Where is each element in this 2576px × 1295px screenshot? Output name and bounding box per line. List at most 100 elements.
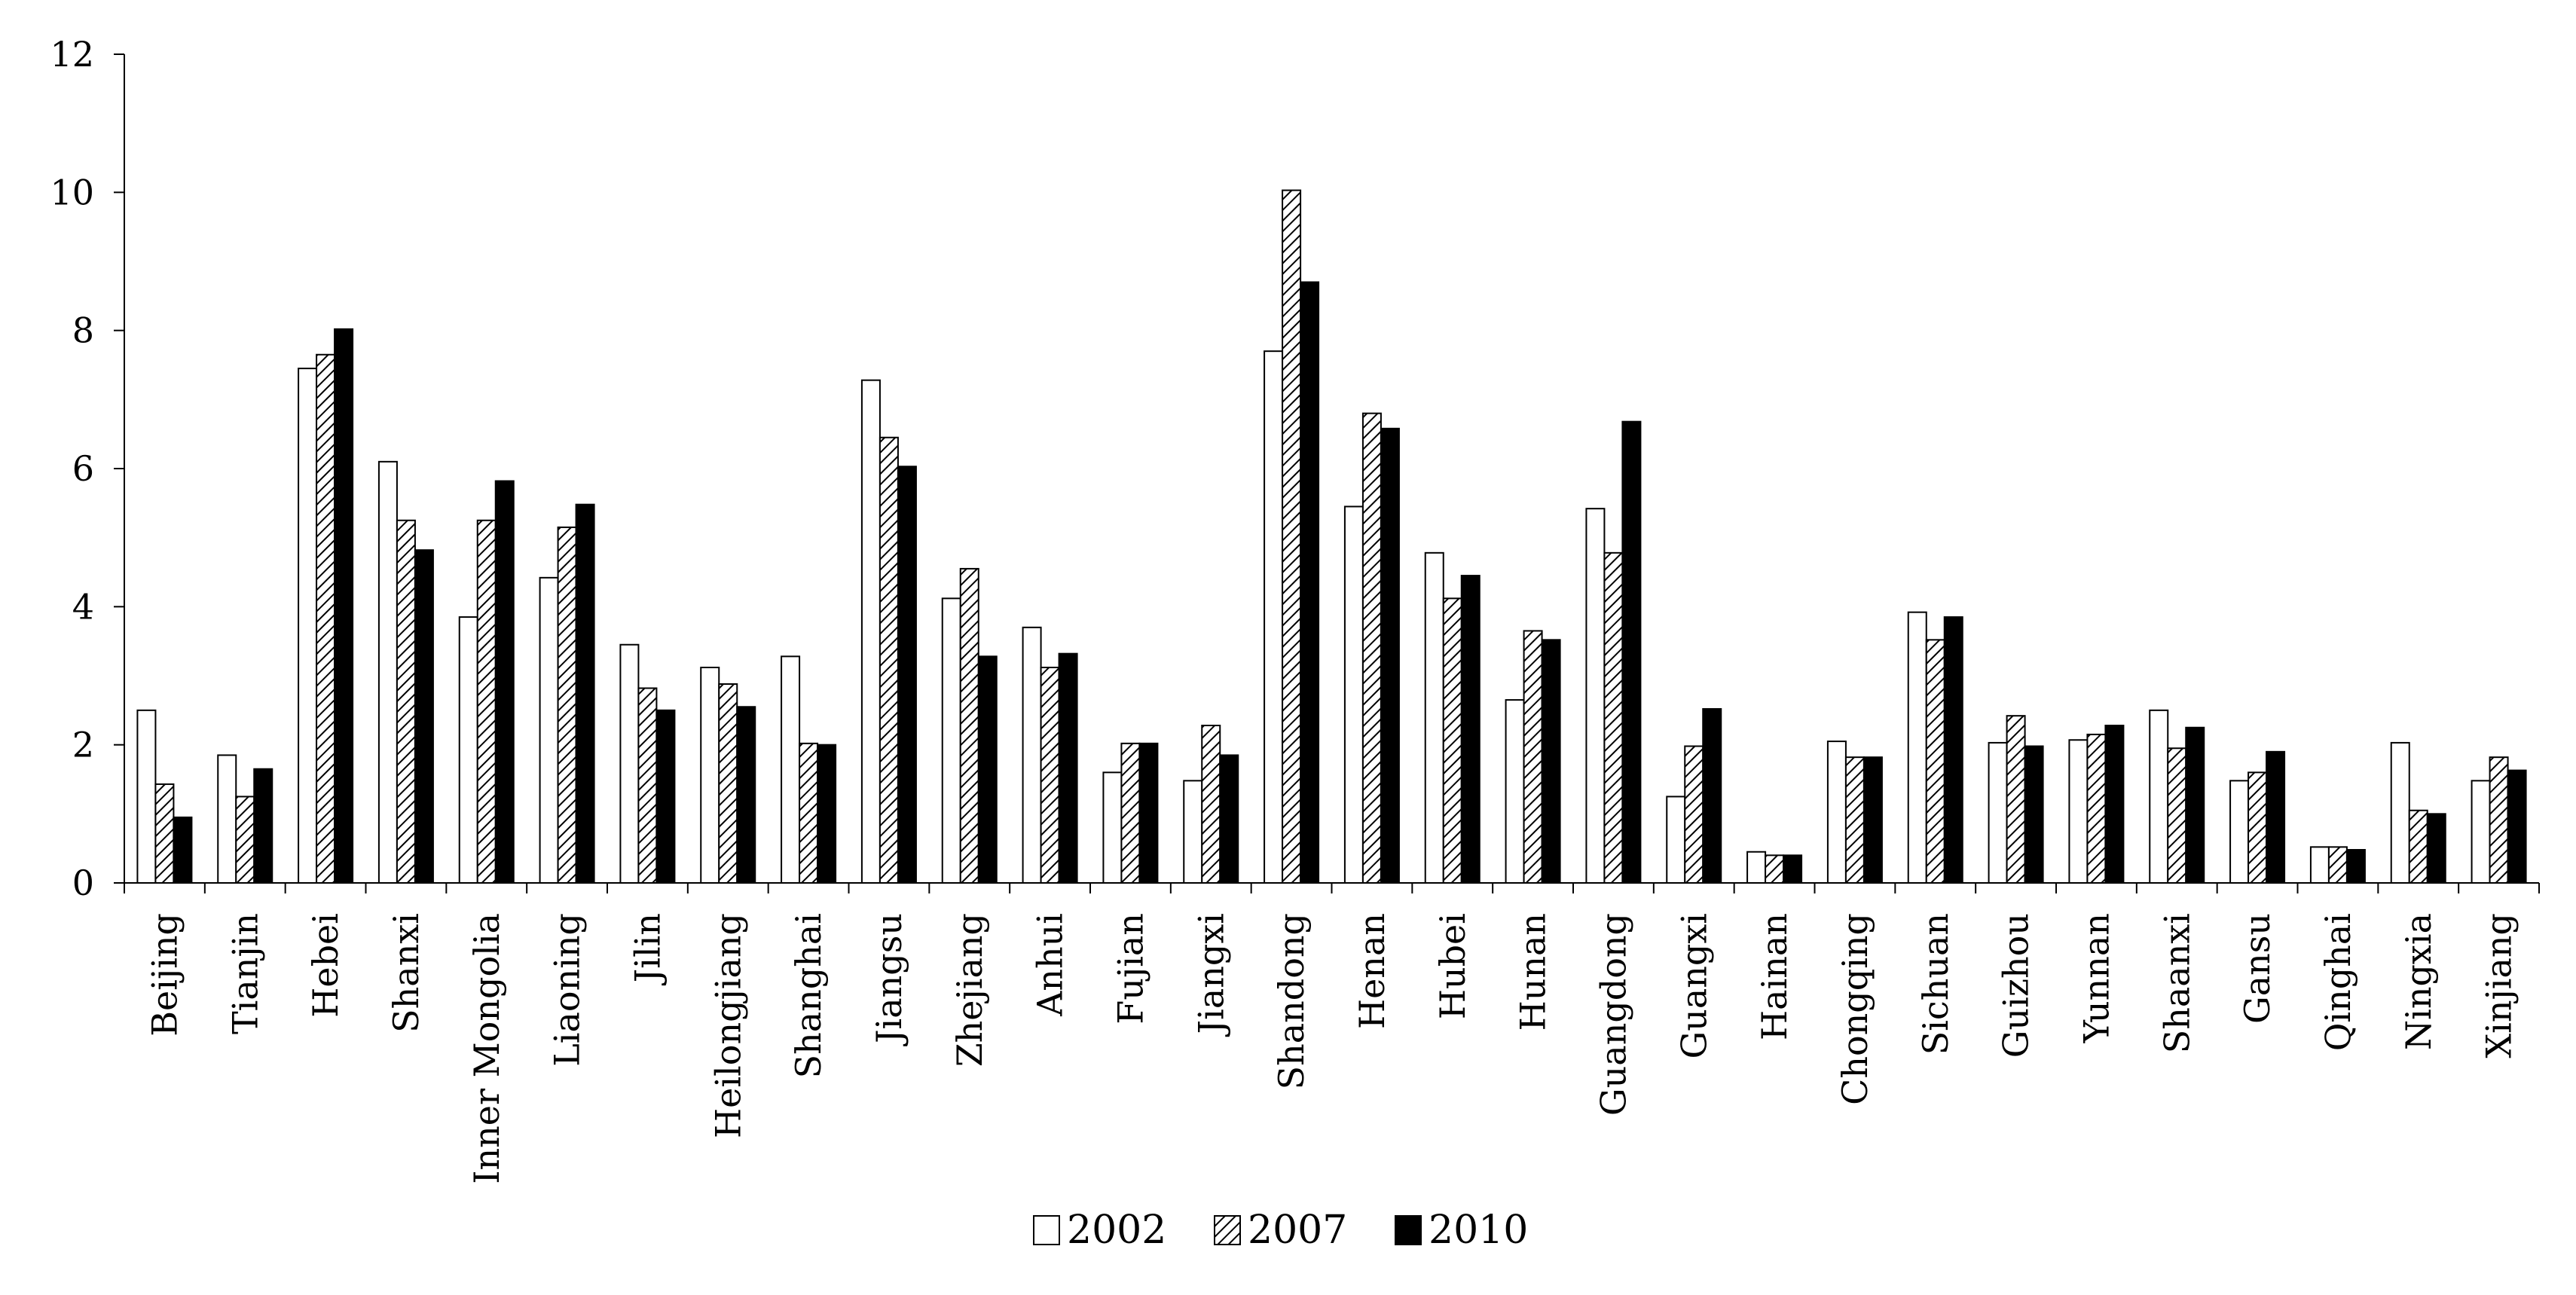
bar-2002-shaanxi (2149, 709, 2169, 884)
legend-label-2007: 2007 (1248, 1208, 1347, 1253)
category-label: Jilin (627, 913, 668, 985)
bar-2010-hunan (1541, 639, 1561, 884)
bar-2007-guangdong (1603, 551, 1624, 884)
bar-2002-guangxi (1666, 796, 1686, 884)
bar-2010-henan (1380, 427, 1400, 884)
bar-2007-heilongjiang (718, 683, 738, 884)
bar-2010-liaoning (575, 503, 595, 884)
bar-2010-jilin (655, 709, 676, 884)
category-label: Zhejiang (949, 913, 990, 1067)
bar-2007-hainan (1765, 854, 1785, 884)
legend-swatch-2007 (1214, 1215, 1241, 1245)
category-label: Jiangsu (869, 913, 909, 1046)
category-label: Guizhou (1996, 913, 2037, 1058)
bar-2002-henan (1343, 505, 1364, 884)
bar-2007-gansu (2248, 771, 2268, 884)
y-tick-label: 0 (72, 863, 94, 903)
bar-2010-guangxi (1702, 708, 1722, 884)
bar-2002-beijing (136, 709, 157, 884)
legend: 2002 2007 2010 (1033, 1208, 1528, 1253)
bar-2010-shanxi (414, 549, 434, 884)
bar-2007-fujian (1120, 742, 1141, 884)
bar-2010-fujian (1138, 742, 1159, 884)
bar-2010-yunnan (2104, 725, 2125, 884)
bar-2002-guizhou (1988, 741, 2008, 884)
y-tick-label: 6 (72, 448, 94, 489)
bar-2007-xinjiang (2489, 756, 2509, 884)
bar-2007-shandong (1282, 189, 1302, 884)
bar-2002-xinjiang (2471, 780, 2491, 884)
bar-2002-guangdong (1585, 508, 1606, 884)
category-label: Shandong (1271, 913, 1312, 1089)
category-label: Ningxia (2398, 913, 2439, 1050)
bar-2002-anhui (1022, 626, 1042, 884)
bar-2010-gansu (2266, 750, 2286, 884)
bar-2010-shanghai (817, 744, 837, 884)
category-label: Jiangxi (1190, 913, 1231, 1037)
bar-2007-henan (1361, 412, 1382, 884)
bar-2002-heilongjiang (700, 667, 720, 884)
bar-2002-fujian (1102, 771, 1123, 884)
bar-2010-jiangxi (1219, 754, 1239, 884)
category-label: Hainan (1754, 913, 1795, 1040)
category-label: Heilongjiang (707, 913, 748, 1138)
bar-2002-qinghai (2309, 846, 2330, 884)
bar-2007-guizhou (2006, 715, 2026, 884)
category-label: Beijing (144, 913, 185, 1037)
bar-2010-guangdong (1621, 420, 1642, 884)
category-label: Hunan (1513, 913, 1554, 1031)
bar-2002-shanghai (781, 655, 801, 884)
bar-2002-inner-mongolia (458, 616, 478, 884)
category-label: Fujian (1110, 913, 1150, 1025)
bar-2007-hebei (316, 353, 336, 884)
bar-2010-heilongjiang (736, 706, 756, 884)
bar-2007-hunan (1523, 630, 1543, 884)
x-axis (124, 882, 2540, 893)
bar-2010-zhejiang (977, 655, 998, 884)
y-axis: 0 2 4 6 8 10 12 (50, 34, 125, 903)
bar-2002-shandong (1264, 350, 1284, 884)
bar-2007-chongqing (1844, 756, 1865, 884)
category-label: Hubei (1432, 913, 1473, 1019)
bar-2010-guizhou (2024, 745, 2044, 884)
bar-2010-hubei (1460, 575, 1481, 884)
bar-2007-jiangsu (879, 436, 899, 884)
bar-2007-beijing (154, 783, 175, 884)
bar-2002-gansu (2229, 780, 2250, 884)
category-label: Shanghai (788, 913, 829, 1078)
category-label: Sichuan (1915, 913, 1956, 1055)
bar-2002-jilin (619, 643, 640, 884)
category-label: Hebei (305, 913, 346, 1018)
bar-2007-shanghai (799, 742, 819, 884)
bar-2002-sichuan (1907, 611, 1927, 884)
bar-2002-hunan (1505, 699, 1525, 884)
category-label: Shanxi (386, 913, 426, 1033)
category-labels: Beijing Tianjin Hebei Shanxi Inner Mongolia L… (144, 913, 2519, 1184)
category-label: Qinghai (2318, 913, 2358, 1051)
bar-2007-shanxi (396, 519, 416, 884)
bar-2007-ningxia (2408, 809, 2428, 884)
bar-2010-shaanxi (2185, 726, 2205, 884)
legend-label-2010: 2010 (1429, 1208, 1528, 1253)
y-tick-label: 8 (72, 310, 94, 351)
bar-2007-hubei (1442, 597, 1462, 884)
category-label: Xinjiang (2479, 913, 2519, 1058)
bar-2007-yunnan (2086, 733, 2107, 884)
category-label: Tianjin (225, 913, 265, 1034)
category-label: Guangxi (1673, 913, 1714, 1059)
bar-2007-guangxi (1684, 745, 1704, 884)
bar-2007-sichuan (1925, 639, 1945, 884)
bar-2007-shaanxi (2167, 747, 2187, 884)
category-label: Henan (1352, 913, 1392, 1029)
bar-2002-hebei (298, 368, 318, 884)
category-label: Yunnan (2076, 913, 2116, 1043)
legend-swatch-2002 (1033, 1215, 1060, 1245)
category-label: Shaanxi (2156, 913, 2197, 1053)
bar-2002-yunnan (2068, 739, 2089, 884)
bar-2010-ningxia (2426, 813, 2446, 884)
y-tick-label: 4 (72, 586, 94, 627)
bar-2010-shandong (1300, 281, 1320, 884)
bar-2007-inner-mongolia (476, 519, 497, 884)
bar-2002-tianjin (217, 754, 237, 884)
